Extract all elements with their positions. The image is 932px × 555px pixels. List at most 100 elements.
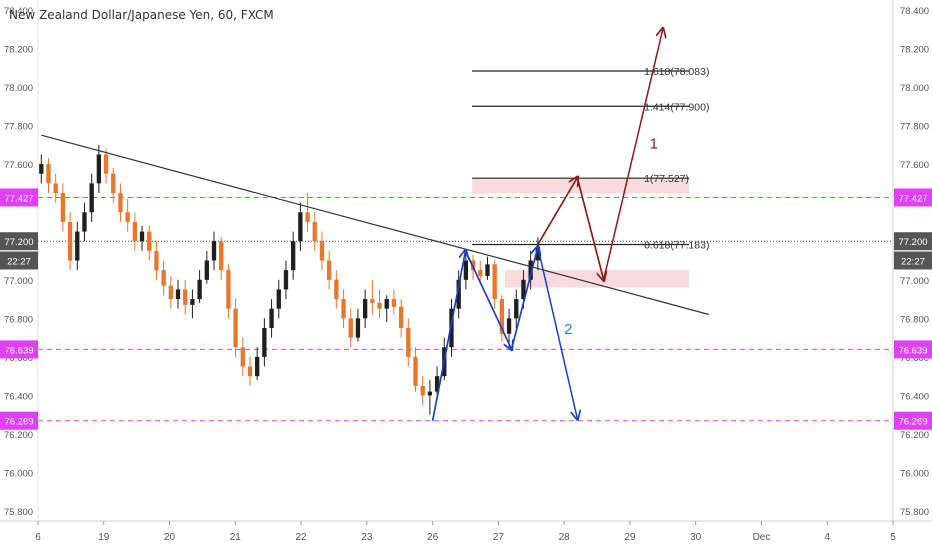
x-tick-label: 23	[361, 532, 373, 543]
x-tick-label: 30	[690, 532, 702, 543]
candle-body	[75, 231, 80, 261]
candle-body	[341, 299, 346, 319]
candle-body	[53, 183, 58, 194]
candle-body	[240, 347, 245, 367]
y-tick-label-left: 76.400	[4, 391, 33, 402]
candle-body	[175, 289, 181, 300]
candle-body	[449, 308, 454, 348]
x-tick-label: 19	[98, 532, 110, 543]
candle-body	[168, 285, 173, 300]
candle-body	[183, 289, 188, 305]
candle-body	[125, 212, 130, 222]
candle-body	[391, 299, 397, 307]
x-tick-label: 6	[35, 532, 41, 543]
y-tick-label-left: 78.000	[4, 83, 33, 94]
candle-body	[139, 231, 145, 242]
candle-body	[89, 183, 94, 213]
trendline	[41, 134, 710, 316]
candle-body	[398, 306, 404, 328]
x-tick-label: 29	[624, 532, 636, 543]
candle-body	[334, 279, 339, 300]
price-tag-right-bg	[894, 340, 932, 359]
candle-body	[67, 221, 73, 261]
fib-level-label: 1(77.527)	[644, 173, 689, 185]
candle-body	[147, 231, 152, 251]
y-tick-label-right: 78.000	[900, 83, 929, 94]
price-tag-left-text: 77.427	[4, 193, 33, 204]
price-tag-right-text: 22:27	[901, 257, 925, 268]
candle-body	[262, 327, 267, 357]
candle-body	[355, 318, 361, 338]
x-tick-label: 5	[890, 532, 896, 543]
candle-body	[521, 279, 526, 300]
fib-level-label: 0.618(77.183)	[644, 239, 709, 251]
candle-body	[291, 241, 296, 271]
price-tag-right-text: 76.269	[898, 417, 927, 428]
y-tick-label-left: 76.800	[4, 314, 33, 325]
y-tick-label-left: 76.000	[4, 469, 33, 480]
price-tag-left-bg	[0, 411, 38, 430]
candle-body	[528, 260, 533, 280]
y-tick-label-left: 76.200	[4, 430, 33, 441]
target-zone	[472, 177, 690, 194]
x-tick-label: 4	[824, 532, 830, 543]
candle-body	[485, 264, 490, 276]
y-tick-label-left: 75.800	[4, 507, 33, 518]
x-tick-label: 21	[230, 532, 242, 543]
x-tick-label: 26	[427, 532, 439, 543]
fib-level-label: 1.618(78.083)	[644, 66, 709, 78]
y-tick-label-right: 76.600	[900, 353, 929, 364]
price-tag-right-bg	[894, 411, 932, 430]
y-tick-label-right: 76.800	[900, 314, 929, 325]
candle-body	[111, 173, 116, 194]
candle-body	[60, 193, 66, 222]
candle-body	[132, 221, 138, 242]
candle-body	[305, 212, 310, 222]
candle-body	[326, 260, 332, 280]
price-tag-right-text: 77.427	[898, 193, 927, 204]
candle-body	[276, 289, 281, 309]
scenario-segment	[576, 177, 603, 280]
y-tick-label-right: 77.600	[900, 160, 929, 171]
price-tag-left-bg	[0, 188, 38, 207]
candle-body	[492, 264, 497, 300]
y-tick-label-right: 75.800	[900, 507, 929, 518]
scenario-segment	[431, 251, 466, 421]
candle-body	[233, 308, 238, 348]
candle-body	[506, 318, 512, 334]
x-tick-label: 27	[493, 532, 505, 543]
y-tick-label-left: 77.000	[4, 276, 33, 287]
y-tick-label-left: 78.200	[4, 44, 33, 55]
candle-body	[478, 270, 483, 276]
price-tag-left-text: 77.200	[4, 237, 33, 248]
candle-body	[103, 154, 109, 174]
price-tag-left-text: 22:27	[7, 257, 31, 268]
candle-body	[348, 318, 353, 338]
candle-body	[283, 270, 289, 290]
y-tick-label-left: 77.800	[4, 122, 33, 133]
candle-body	[377, 302, 382, 309]
fib-level-label: 1.414(77.900)	[644, 101, 709, 113]
candle-body	[255, 356, 260, 377]
candle-body	[456, 279, 461, 309]
candle-body	[197, 279, 202, 300]
candle-body	[269, 308, 274, 328]
candle-body	[384, 299, 389, 309]
candle-body	[211, 241, 217, 261]
y-tick-label-right: 78.400	[900, 6, 929, 17]
scenario-label: 1	[650, 136, 658, 153]
y-tick-label-right: 77.800	[900, 122, 929, 133]
candle-body	[427, 391, 433, 396]
price-tag-left-text: 76.639	[4, 345, 33, 356]
price-tag-right-text: 76.639	[898, 345, 927, 356]
candle-body	[434, 376, 440, 392]
candle-body	[226, 270, 231, 309]
candle-body	[118, 193, 123, 213]
candle-body	[46, 164, 51, 184]
price-tag-right-bg	[894, 251, 932, 270]
candle-body	[514, 299, 519, 319]
y-tick-label-right: 76.200	[900, 430, 929, 441]
candle-body	[319, 241, 325, 261]
candle-body	[82, 212, 87, 232]
